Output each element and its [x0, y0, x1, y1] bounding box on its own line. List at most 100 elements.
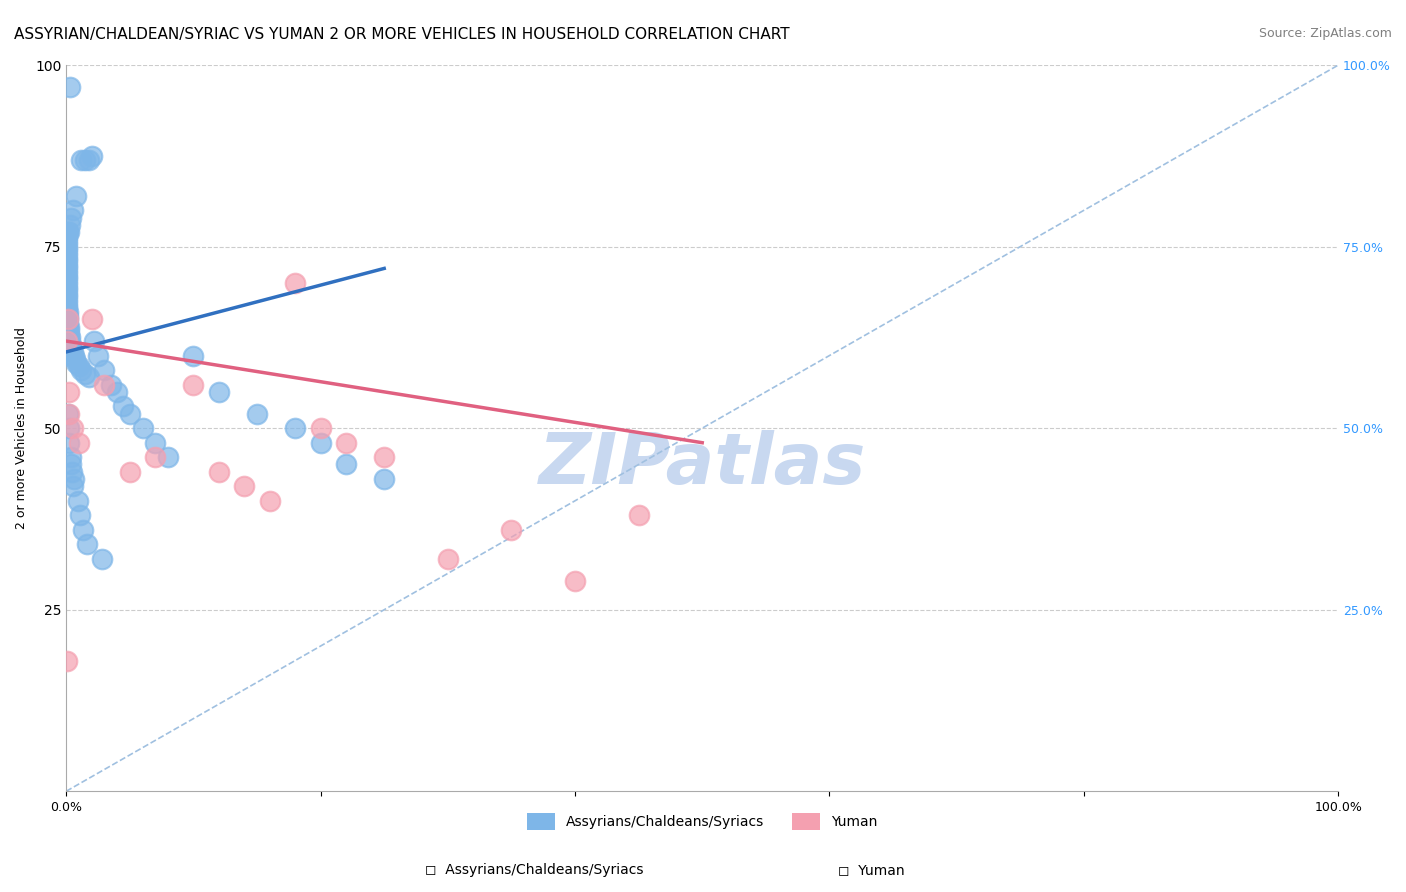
Point	[259, 493, 281, 508]
Text: ZIPatlas: ZIPatlas	[538, 430, 866, 499]
Point	[56, 268, 79, 283]
Point	[56, 244, 79, 258]
Point	[90, 552, 112, 566]
Point	[56, 247, 79, 261]
Point	[56, 301, 79, 316]
Point	[65, 356, 87, 370]
Point	[59, 79, 82, 94]
Point	[59, 337, 82, 351]
Point	[77, 153, 100, 167]
Point	[183, 377, 205, 392]
Point	[62, 421, 84, 435]
Point	[62, 203, 84, 218]
Point	[70, 363, 93, 377]
Point	[63, 352, 86, 367]
Point	[143, 450, 166, 465]
Point	[80, 149, 103, 163]
Point	[56, 272, 79, 286]
Point	[58, 225, 80, 239]
Point	[335, 435, 357, 450]
Point	[62, 479, 84, 493]
Point	[93, 377, 115, 392]
Point	[56, 235, 79, 250]
Point	[56, 305, 79, 319]
Point	[58, 407, 80, 421]
Point	[56, 286, 79, 301]
Point	[67, 359, 90, 374]
Point	[309, 421, 332, 435]
Point	[58, 407, 80, 421]
Point	[56, 276, 79, 290]
Point	[335, 458, 357, 472]
Point	[56, 294, 79, 309]
Point	[118, 407, 141, 421]
Point	[59, 330, 82, 344]
Point	[59, 218, 82, 232]
Point	[60, 211, 83, 225]
Point	[501, 523, 523, 537]
Point	[67, 435, 90, 450]
Point	[58, 421, 80, 435]
Point	[118, 465, 141, 479]
Point	[233, 479, 256, 493]
Point	[69, 508, 91, 523]
Point	[75, 153, 97, 167]
Point	[246, 407, 269, 421]
Point	[208, 465, 231, 479]
Point	[62, 345, 84, 359]
Point	[56, 240, 79, 254]
Point	[93, 363, 115, 377]
Point	[75, 367, 97, 381]
Point	[60, 341, 83, 355]
Point	[100, 377, 122, 392]
Point	[58, 326, 80, 341]
Point	[112, 400, 135, 414]
Point	[56, 309, 79, 323]
Point	[309, 435, 332, 450]
Point	[56, 261, 79, 276]
Point	[208, 384, 231, 399]
Point	[62, 472, 84, 486]
Point	[183, 349, 205, 363]
Point	[56, 312, 79, 326]
Point	[72, 523, 94, 537]
Point	[143, 435, 166, 450]
Point	[58, 323, 80, 337]
Text: ◻  Assyrians/Chaldeans/Syriacs: ◻ Assyrians/Chaldeans/Syriacs	[425, 863, 644, 877]
Point	[284, 276, 307, 290]
Point	[76, 537, 98, 551]
Point	[58, 435, 80, 450]
Point	[131, 421, 153, 435]
Legend: Assyrians/Chaldeans/Syriacs, Yuman: Assyrians/Chaldeans/Syriacs, Yuman	[522, 807, 883, 835]
Point	[56, 283, 79, 297]
Point	[58, 319, 80, 334]
Point	[156, 450, 179, 465]
Point	[80, 312, 103, 326]
Point	[56, 225, 79, 239]
Text: Source: ZipAtlas.com: Source: ZipAtlas.com	[1258, 27, 1392, 40]
Point	[373, 472, 395, 486]
Point	[60, 465, 83, 479]
Point	[83, 334, 105, 348]
Point	[65, 189, 87, 203]
Point	[56, 654, 79, 668]
Point	[56, 334, 79, 348]
Point	[77, 370, 100, 384]
Point	[105, 384, 128, 399]
Point	[564, 574, 586, 588]
Point	[56, 312, 79, 326]
Point	[56, 228, 79, 243]
Point	[56, 232, 79, 246]
Point	[56, 298, 79, 312]
Point	[70, 153, 93, 167]
Point	[56, 290, 79, 304]
Point	[59, 450, 82, 465]
Point	[66, 493, 89, 508]
Point	[56, 265, 79, 279]
Point	[56, 254, 79, 268]
Point	[56, 258, 79, 272]
Point	[627, 508, 650, 523]
Point	[284, 421, 307, 435]
Point	[56, 279, 79, 293]
Point	[373, 450, 395, 465]
